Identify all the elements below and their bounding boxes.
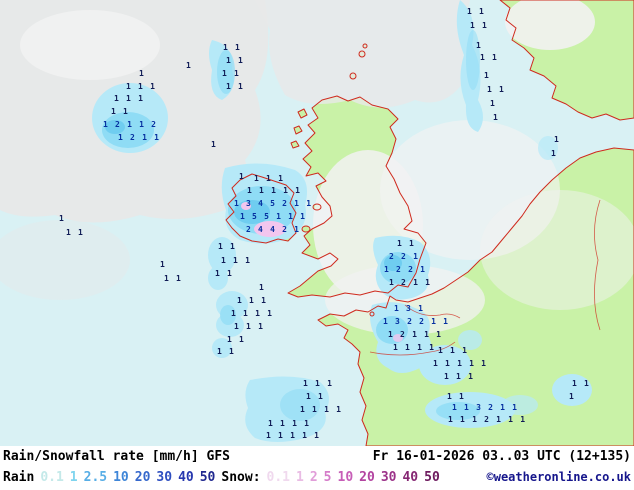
- precip-value: 1 1: [397, 239, 415, 248]
- coastline-layer: [225, 0, 634, 446]
- precip-value: 1 1: [111, 107, 129, 116]
- precip-value: 1 1 1 1 1: [266, 431, 320, 440]
- precip-value: 1 1 1: [221, 256, 251, 265]
- precip-value: 1 1 1 1 1: [247, 186, 301, 195]
- precip-value: 1 1 1: [444, 372, 474, 381]
- precip-value: 1 1: [66, 228, 84, 237]
- precip-value: 1: [490, 99, 496, 108]
- rain-scale-value: 0.1: [40, 470, 64, 485]
- precip-value: 2 4 4 2 1: [246, 225, 300, 234]
- precip-value: 1 1 1: [114, 94, 144, 103]
- precip-value: 1 1: [218, 242, 236, 251]
- precip-value: 1: [211, 140, 217, 149]
- map-title: Rain/Snowfall rate [mm/h] GFS: [3, 449, 230, 464]
- legend-scale-row: Rain 0.1 1 2.5 10 20 30 40 50 Snow: 0.1 1 2 5 10 20 3…: [3, 467, 631, 487]
- snow-scale-value: 20: [359, 470, 375, 485]
- precip-value: 1 1: [572, 379, 590, 388]
- precip-value: 1: [551, 149, 557, 158]
- river-loire: [369, 341, 456, 356]
- precip-value: 1 1 1 1: [231, 309, 273, 318]
- precip-value: 1: [554, 135, 560, 144]
- precip-value: 1: [160, 260, 166, 269]
- rain-scale-value: 20: [134, 470, 151, 485]
- precip-value: 1 1: [447, 392, 465, 401]
- snow-scale-value: 5: [323, 470, 332, 485]
- precip-value: 1: [186, 61, 192, 70]
- snow-scale-value: 40: [402, 470, 419, 485]
- snow-scale-value: 2: [309, 470, 318, 485]
- rain-scale-value: 1: [69, 470, 78, 485]
- precip-value: 1: [259, 283, 265, 292]
- precip-value: 1 1 1: [303, 379, 333, 388]
- precip-value: 1 1: [215, 269, 233, 278]
- snow-scale-value: 1: [296, 470, 304, 485]
- snow-scale: 0.1 1 2 5 10 20 30 40 50: [267, 468, 440, 488]
- precip-value: 1 2 2 1: [384, 265, 426, 274]
- precip-value: 1 1 1 2 1 1 1: [448, 415, 526, 424]
- snow-scale-value: 30: [380, 470, 397, 485]
- river-rhine: [594, 199, 601, 331]
- precip-value: 1 1 1: [438, 346, 468, 355]
- precip-value: 1 1: [164, 274, 182, 283]
- precip-value: 1: [484, 71, 490, 80]
- rain-scale-value: 2.5: [83, 470, 108, 485]
- rain-scale-value: 30: [156, 470, 173, 485]
- precip-value: 1 5 5 1 1 1: [240, 212, 306, 221]
- precip-value: 1 1 1 1: [393, 343, 435, 352]
- precip-value: 1 1: [306, 392, 324, 401]
- precip-value: 1: [239, 172, 245, 181]
- precip-value: 1 1 1: [126, 82, 156, 91]
- precip-value: 1: [139, 69, 145, 78]
- precip-value: 1 1 1 1 1: [433, 359, 487, 368]
- precip-value: 1 1 1: [237, 296, 267, 305]
- precip-value: 1: [476, 41, 482, 50]
- precip-value: 1: [493, 113, 499, 122]
- precip-value: 1 1: [226, 56, 244, 65]
- precipitation-layer: [92, 0, 592, 442]
- precip-value: 1 3 1: [394, 304, 424, 313]
- precip-value: 1 2 1 1: [118, 133, 160, 142]
- rain-scale: 0.1 1 2.5 10 20 30 40 50: [40, 468, 215, 488]
- snow-scale-value: 50: [424, 470, 440, 485]
- precip-value: 1 1: [226, 82, 244, 91]
- precip-value: 1 2 1 1: [389, 278, 431, 287]
- legend-title-row: Rain/Snowfall rate [mm/h] GFS Fr 16-01-2…: [3, 447, 631, 467]
- copyright-link[interactable]: ©weatheronline.co.uk: [486, 470, 632, 484]
- snow-scale-value: 0.1: [266, 470, 291, 485]
- snow-scale-value: 10: [337, 470, 354, 485]
- precip-value: 1: [569, 392, 575, 401]
- legend-bar: Rain/Snowfall rate [mm/h] GFS Fr 16-01-2…: [0, 446, 634, 490]
- precip-value: 1 1: [217, 347, 235, 356]
- precip-value: 1 2 1 1 1: [388, 330, 442, 339]
- snow-label: Snow:: [221, 470, 261, 485]
- precip-value: 1: [59, 214, 65, 223]
- rain-label: Rain: [3, 470, 35, 485]
- precip-value: 1 1 3 2 1 1: [452, 403, 518, 412]
- rain-scale-value: 50: [199, 470, 216, 485]
- precip-value: 2 2 1: [389, 252, 419, 261]
- precip-value: 1 3 4 5 2 1 1: [234, 199, 312, 208]
- precip-value: 1 1 1: [254, 174, 284, 183]
- precip-value: 1 1: [227, 335, 245, 344]
- river-seine: [404, 304, 461, 319]
- precip-value: 1 3 2 2 1 1: [383, 317, 449, 326]
- snow-mix-layer: [241, 202, 403, 342]
- forecast-datetime: Fr 16-01-2026 03..03 UTC (12+135): [372, 449, 631, 464]
- precip-value: 1 1 1: [234, 322, 264, 331]
- precip-value: 1 2 1 1 2: [103, 120, 157, 129]
- precip-value: 1 1 1 1: [300, 405, 342, 414]
- rain-scale-value: 10: [113, 470, 129, 485]
- precip-value: 1 1: [467, 7, 485, 16]
- rain-scale-value: 40: [178, 470, 194, 485]
- precip-value: 1 1: [487, 85, 505, 94]
- precip-value: 1 1: [222, 69, 240, 78]
- precip-value: 1 1: [470, 21, 488, 30]
- precip-value: 1 1: [223, 43, 241, 52]
- precip-value: 1 1: [480, 53, 498, 62]
- precip-value: 1 1 1 1: [268, 419, 310, 428]
